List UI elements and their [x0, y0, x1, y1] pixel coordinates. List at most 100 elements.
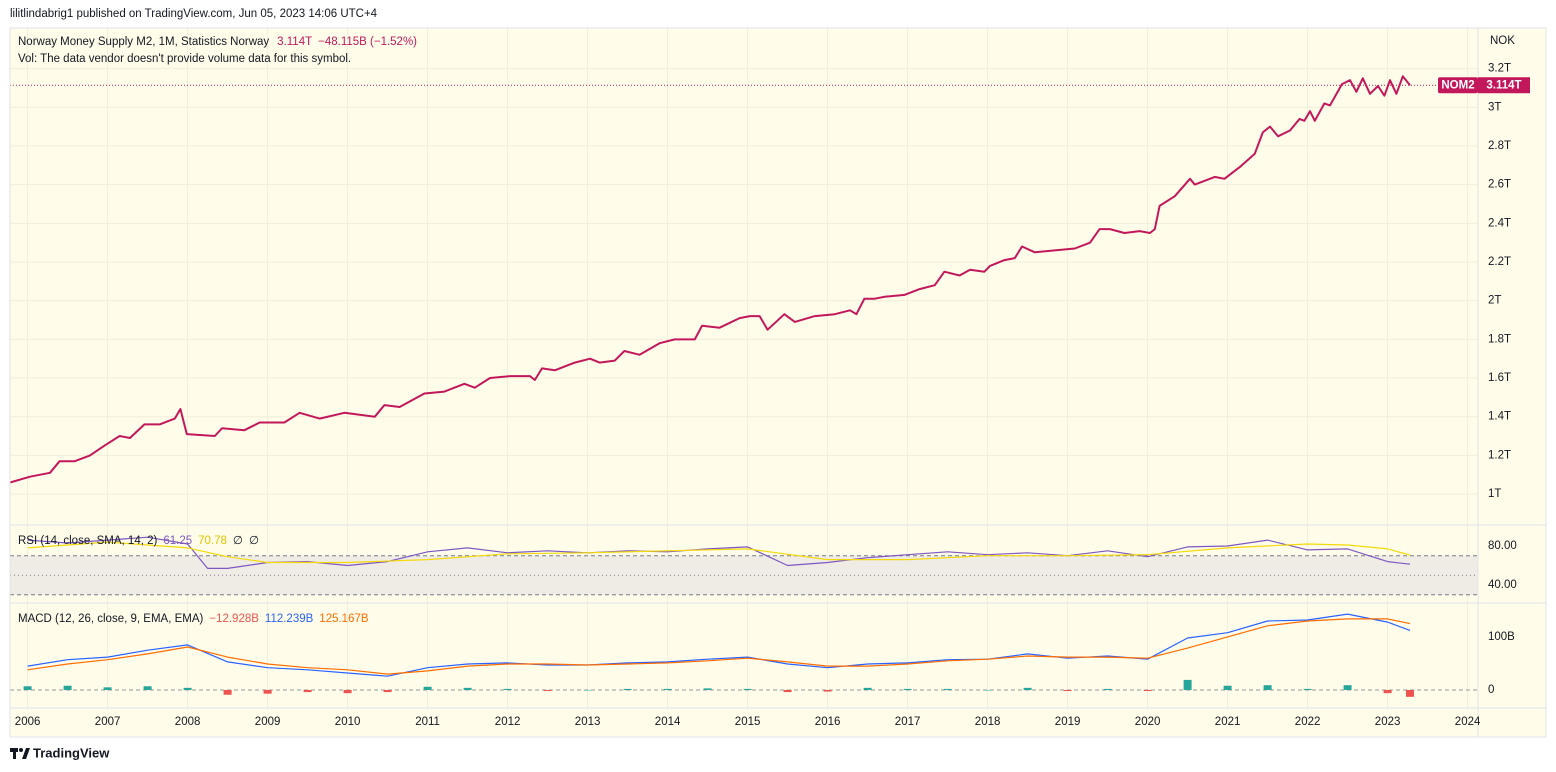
legend-value: ∅	[233, 535, 243, 547]
y-tick-label: 1T	[1488, 488, 1501, 500]
plot-layer	[9, 28, 1478, 708]
histogram-bar	[1063, 689, 1072, 692]
histogram-bar	[1023, 687, 1032, 690]
histogram-bar	[943, 688, 952, 690]
histogram-bar	[1263, 685, 1272, 690]
y-tick-label: 2.2T	[1488, 256, 1511, 268]
x-tick-label: 2017	[895, 716, 921, 728]
chart-background	[10, 28, 1546, 737]
histogram-bar	[783, 689, 792, 693]
y-tick-label: 2T	[1488, 295, 1501, 307]
rsi-legend: RSI (14, close, SMA, 14, 2) 61.25 70.78 ∅ ∅	[18, 535, 259, 547]
x-tick-label: 2006	[15, 716, 41, 728]
histogram-bar	[743, 688, 752, 690]
histogram-bar	[903, 688, 912, 690]
x-tick-label: 2013	[575, 716, 601, 728]
price-tag-label: 3.114T	[1486, 79, 1521, 91]
y-tick-label: 1.2T	[1488, 449, 1511, 461]
histogram-bar	[343, 689, 352, 694]
axis-unit: NOK	[1490, 35, 1515, 47]
y-tick-label: 1.4T	[1488, 411, 1511, 423]
x-tick-label: 2019	[1055, 716, 1081, 728]
price-tag	[1478, 77, 1530, 94]
legend-value: −12.928B	[209, 613, 259, 625]
x-tick-label: 2016	[815, 716, 841, 728]
legend-value: 61.25	[163, 535, 192, 547]
x-tick-label: 2015	[735, 716, 761, 728]
legend-value: 125.167B	[319, 613, 369, 625]
y-tick-label: 2.8T	[1488, 140, 1511, 152]
x-tick-label: 2012	[495, 716, 521, 728]
indicator-line	[27, 541, 1411, 564]
histogram-bar	[183, 687, 192, 690]
legend-last: 3.114T	[277, 36, 312, 48]
legend-value: ∅	[249, 535, 259, 547]
histogram-bar	[543, 689, 552, 692]
symbol-tag	[1438, 77, 1478, 94]
legend-title: Norway Money Supply M2, 1M, Statistics N…	[18, 36, 269, 48]
histogram-bar	[663, 688, 672, 690]
x-tick-label: 2022	[1295, 716, 1321, 728]
x-tick-label: 2011	[415, 716, 440, 728]
x-tick-label: 2008	[175, 716, 201, 728]
histogram-bar	[1223, 685, 1232, 690]
histogram-bar	[103, 687, 112, 690]
y-tick-label: 40.00	[1488, 579, 1517, 591]
x-tick-label: 2020	[1135, 716, 1161, 728]
legend-value: 112.239B	[265, 613, 314, 625]
histogram-bar	[423, 686, 432, 690]
x-tick-label: 2023	[1375, 716, 1401, 728]
legend-change: −48.115B (−1.52%)	[318, 36, 417, 48]
histogram-bar	[1183, 679, 1192, 690]
y-tick-label: 1.8T	[1488, 333, 1511, 345]
histogram-bar	[823, 689, 832, 692]
histogram-bar	[503, 688, 512, 690]
histogram-bar	[463, 687, 472, 690]
x-tick-label: 2024	[1455, 716, 1481, 728]
histogram-bar	[1343, 685, 1352, 690]
y-tick-label: 100B	[1488, 631, 1515, 643]
y-tick-label: 2.4T	[1488, 217, 1511, 229]
y-tick-label: 80.00	[1488, 540, 1517, 552]
histogram-bar	[143, 686, 152, 690]
symbol-tag-label: NOM2	[1441, 79, 1474, 91]
histogram-bar	[703, 688, 712, 690]
y-tick-label: 2.6T	[1488, 179, 1511, 191]
macd-legend: MACD (12, 26, close, 9, EMA, EMA) −12.928…	[18, 613, 369, 625]
x-tick-label: 2010	[335, 716, 361, 728]
indicator-line	[27, 613, 1411, 677]
histogram-bar	[223, 689, 232, 695]
legend-title: MACD (12, 26, close, 9, EMA, EMA)	[18, 613, 204, 625]
legend-title: RSI (14, close, SMA, 14, 2)	[18, 535, 158, 547]
x-tick-label: 2018	[975, 716, 1001, 728]
histogram-bar	[983, 689, 992, 691]
price-legend: Norway Money Supply M2, 1M, Statistics N…	[18, 36, 417, 48]
histogram-bar	[623, 688, 632, 690]
histogram-bar	[23, 686, 32, 690]
footer-brand: TradingView	[33, 745, 110, 760]
volume-note: Vol: The data vendor doesn't provide vol…	[18, 53, 351, 65]
indicator-line	[27, 618, 1411, 675]
y-tick-label: 3.2T	[1488, 63, 1511, 75]
histogram-bar	[863, 687, 872, 690]
histogram-bar	[63, 685, 72, 690]
histogram-bar	[1383, 689, 1392, 694]
price-line	[9, 75, 1411, 484]
histogram-bar	[1303, 688, 1312, 690]
indicator-line	[27, 536, 1411, 569]
legend-value: 70.78	[198, 535, 227, 547]
histogram-bar	[1406, 689, 1414, 697]
chart-frame	[9, 27, 1547, 738]
header: lilitlindabrig1 published on TradingView…	[10, 8, 378, 20]
y-tick-label: 1.6T	[1488, 372, 1511, 384]
histogram-bar	[583, 689, 592, 691]
histogram-bar	[263, 689, 272, 694]
x-tick-label: 2021	[1215, 716, 1241, 728]
footer-logo	[10, 748, 30, 759]
histogram-bar	[303, 689, 312, 693]
x-tick-label: 2007	[95, 716, 121, 728]
x-tick-label: 2009	[255, 716, 281, 728]
x-tick-label: 2014	[655, 716, 681, 728]
histogram-bar	[383, 689, 392, 693]
